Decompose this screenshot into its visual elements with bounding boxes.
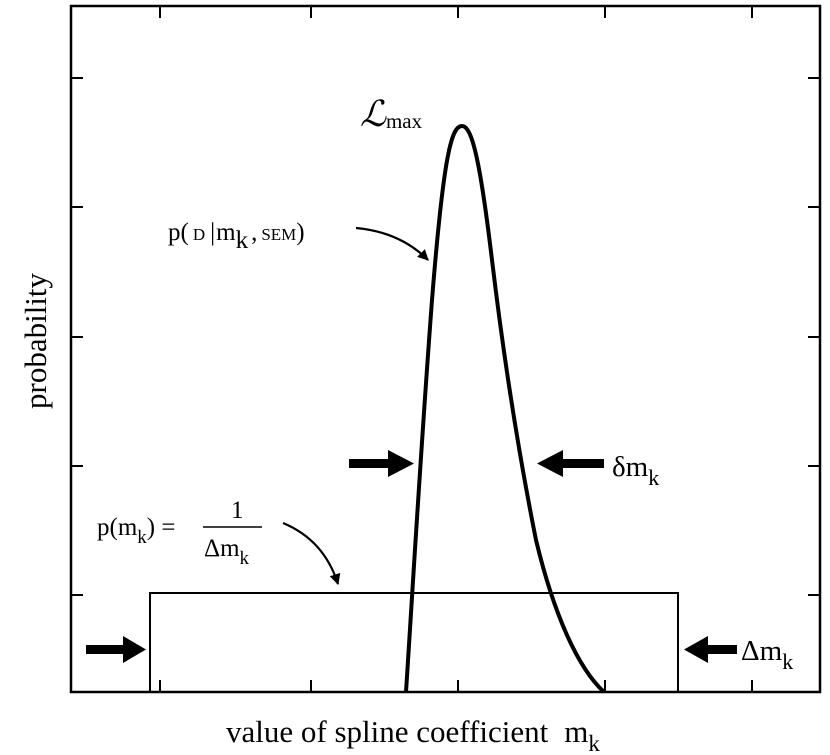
range-label: Δmk <box>741 635 793 674</box>
width-right-arrow <box>537 450 604 477</box>
prior-box <box>149 592 679 693</box>
range-right-arrow <box>684 636 737 663</box>
x-axis-label: value of spline coefficient mk <box>226 714 600 755</box>
prior-label-lhs: p(mk) = <box>97 514 175 548</box>
lmax-label: ℒmax <box>360 94 423 134</box>
likelihood-pointer-arrow <box>355 226 429 261</box>
range-left-arrow <box>86 636 146 663</box>
x-ticks <box>159 6 753 692</box>
prior-numerator: 1 <box>231 497 244 524</box>
prior-denominator: Δmk <box>204 535 250 569</box>
plot-frame <box>69 4 822 694</box>
prior-pointer-arrow <box>282 521 341 586</box>
width-label: δmk <box>612 451 659 490</box>
likelihood-curve <box>404 124 606 694</box>
y-ticks <box>71 77 820 596</box>
width-left-arrow <box>349 450 414 477</box>
y-axis-label: probability <box>18 272 53 409</box>
likelihood-label: p(D |mk, SEM) <box>168 219 305 254</box>
